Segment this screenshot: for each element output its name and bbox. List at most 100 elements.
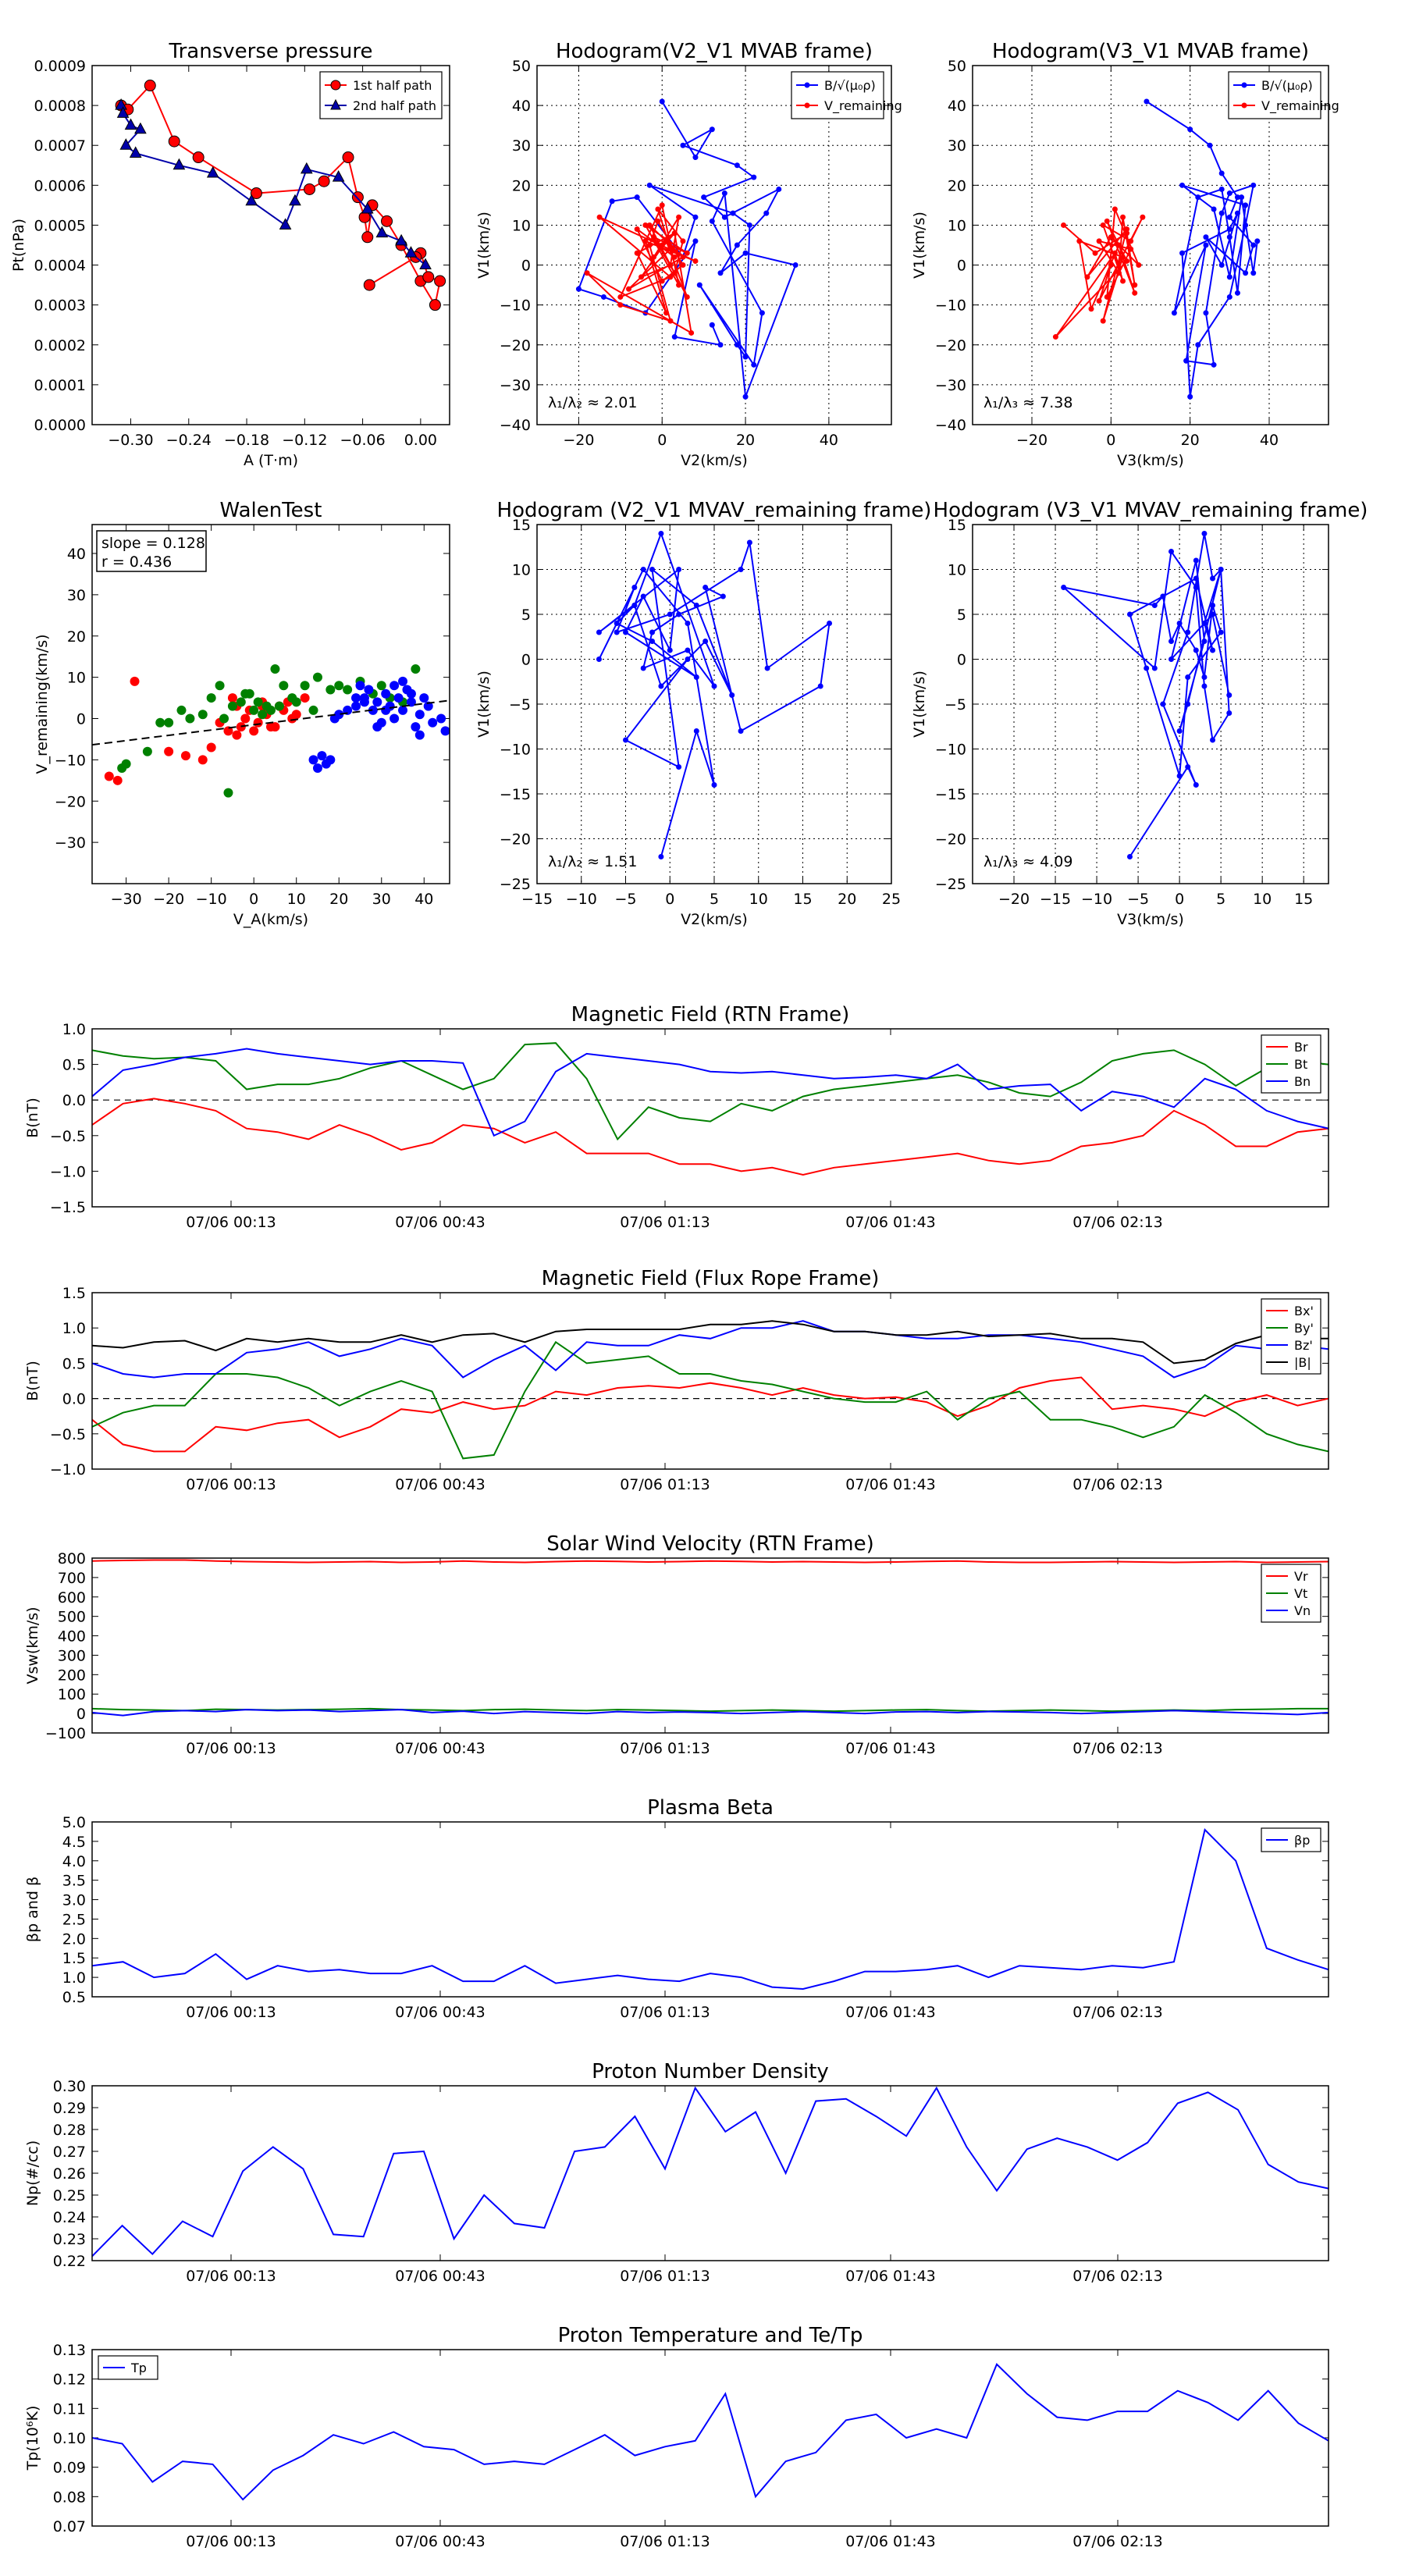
scatter-point	[334, 681, 344, 691]
x-tick-label: 07/06 01:13	[620, 1476, 710, 1493]
data-point	[1226, 692, 1232, 698]
y-tick-label: −20	[500, 831, 531, 849]
y-tick-label: −15	[500, 786, 531, 803]
data-point	[1096, 298, 1102, 304]
legend-box	[319, 71, 443, 119]
data-point	[1193, 585, 1199, 590]
scatter-point	[312, 672, 322, 682]
legend-label: By'	[1294, 1321, 1314, 1336]
data-point	[646, 222, 653, 228]
legend-label: Bx'	[1294, 1304, 1314, 1318]
data-point	[685, 621, 691, 626]
chart-0: Transverse pressure 0.0000 0.0001 0.0002 0.0…	[10, 40, 450, 469]
data-point	[692, 258, 699, 264]
data-point	[742, 250, 749, 256]
data-point	[642, 222, 649, 228]
data-point	[658, 531, 664, 536]
x-axis-label: V3(km/s)	[1117, 911, 1184, 928]
x-tick-label: 07/06 00:43	[395, 2004, 486, 2021]
legend-label: Br	[1294, 1040, 1308, 1055]
y-tick-label: 10	[948, 562, 966, 579]
scatter-point	[359, 697, 369, 707]
scatter-point	[287, 713, 297, 724]
data-point	[658, 683, 664, 689]
data-point	[738, 728, 744, 734]
data-point	[614, 629, 620, 635]
x-tick-label: 07/06 00:43	[395, 1476, 486, 1493]
data-point	[680, 238, 686, 244]
series-line	[92, 1376, 1329, 1453]
data-point	[1226, 190, 1232, 197]
data-point	[115, 98, 127, 110]
ratio-annotation: λ₁/λ₃ ≈ 7.38	[984, 394, 1072, 411]
data-point	[1201, 674, 1208, 680]
x-tick-label: −0.18	[224, 432, 269, 449]
y-tick-label: 0.5	[62, 1989, 86, 2006]
data-point	[1226, 294, 1232, 300]
data-point	[680, 142, 686, 148]
ratio-annotation: λ₁/λ₂ ≈ 1.51	[548, 853, 637, 870]
data-point	[817, 683, 823, 689]
data-point	[763, 210, 770, 216]
data-point	[640, 665, 646, 671]
scatter-point	[279, 681, 289, 691]
chart-title: Magnetic Field (RTN Frame)	[571, 1003, 850, 1026]
data-point	[434, 275, 446, 287]
data-point	[1115, 242, 1122, 248]
series-line	[92, 1042, 1329, 1141]
scatter-point	[381, 688, 391, 699]
legend-label: Bn	[1294, 1074, 1311, 1089]
data-point	[721, 214, 727, 220]
data-point	[596, 214, 603, 220]
plot-frame	[91, 2085, 1329, 2261]
y-tick-label: 0.5	[62, 1057, 86, 1074]
data-point	[1171, 310, 1177, 316]
data-point	[667, 611, 673, 617]
data-point	[1061, 222, 1067, 228]
data-point	[658, 854, 664, 859]
scatter-point	[325, 685, 336, 695]
data-point	[631, 603, 638, 608]
scatter-point	[266, 722, 276, 732]
data-point	[751, 174, 757, 180]
data-point	[1168, 639, 1175, 644]
y-tick-label: 50	[948, 58, 966, 75]
y-tick-label: 0.28	[53, 2122, 86, 2139]
data-point	[1254, 238, 1261, 244]
x-tick-label: 07/06 02:13	[1072, 2533, 1163, 2550]
x-tick-label: 25	[882, 891, 901, 908]
data-point	[646, 182, 653, 188]
data-point	[701, 194, 707, 201]
scatter-point	[411, 664, 421, 674]
scatter-point	[197, 710, 208, 720]
chart-10: Proton Number Density 0.22 0.23 0.24 0.25 0.2…	[24, 2060, 1329, 2285]
data-point	[1115, 270, 1122, 276]
data-point	[642, 238, 649, 244]
chart-2: Hodogram(V3_V1 MVAB frame) −40 −30 −20 −10 0 1…	[911, 40, 1339, 469]
data-point	[1243, 270, 1249, 276]
x-tick-label: 07/06 01:43	[845, 1740, 936, 1757]
data-point	[1218, 629, 1224, 635]
chart-3: WalenTest −30 −20 −10 0 10 20 30 40 −30 −20 −10 0 10 2…	[34, 499, 450, 928]
y-tick-label: 0.0002	[34, 337, 86, 354]
data-point	[1203, 310, 1209, 316]
y-tick-label: −10	[55, 752, 86, 769]
data-point	[575, 286, 582, 292]
x-tick-label: 07/06 00:13	[186, 2268, 276, 2285]
x-tick-label: −10	[566, 891, 597, 908]
plot-frame	[91, 1557, 1329, 1734]
plot-area	[92, 1320, 1329, 1460]
y-tick-label: 0	[76, 1706, 86, 1723]
series-line	[92, 1320, 1329, 1364]
chart-9: Plasma Beta 0.5 1.0 1.5 2.0 2.5 3.0 3.5 4.0 4.5 5.…	[24, 1796, 1329, 2021]
chart-7: Magnetic Field (Flux Rope Frame) −1.0 −0.5…	[24, 1267, 1329, 1493]
data-point	[1151, 665, 1158, 671]
y-tick-label: −100	[45, 1725, 86, 1742]
data-point	[1124, 230, 1130, 237]
data-point	[206, 165, 219, 178]
y-tick-label: 1.5	[62, 1950, 86, 1967]
data-point	[638, 274, 645, 280]
x-tick-label: 07/06 01:13	[620, 2533, 710, 2550]
data-point	[646, 242, 653, 248]
scatter-point	[180, 751, 190, 761]
